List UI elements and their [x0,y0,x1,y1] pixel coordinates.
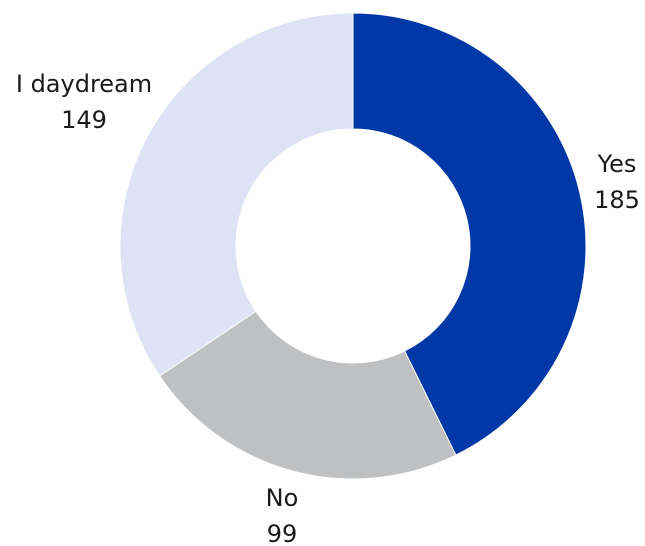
slice-label-yes: Yes [597,150,637,178]
slice-labels: Yes 185 No 99 I daydream 149 [16,70,640,546]
slice-i-daydream [119,12,354,377]
slice-value-yes: 185 [594,186,640,214]
slice-label-i-daydream: I daydream [16,70,152,98]
slice-value-i-daydream: 149 [61,106,107,134]
slice-label-no: No [266,484,299,512]
slices [119,12,587,480]
slice-yes [352,12,587,456]
slice-no [158,310,457,480]
slice-value-no: 99 [267,520,298,546]
